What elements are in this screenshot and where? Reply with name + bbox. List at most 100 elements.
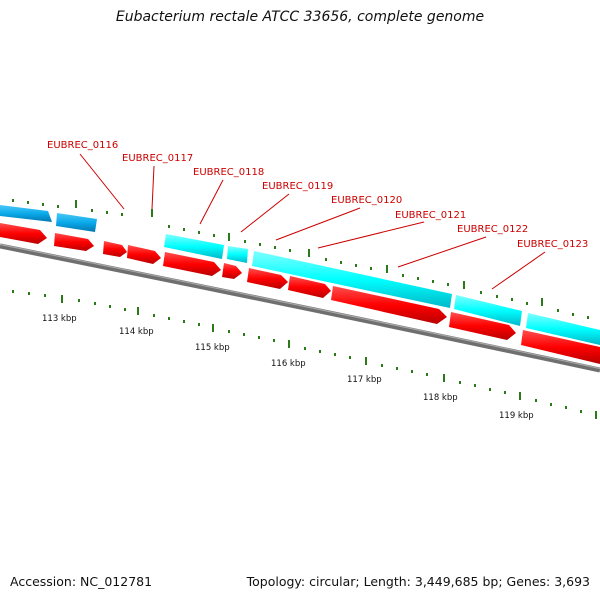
tick-mark: [526, 302, 528, 305]
tick-mark: [28, 292, 30, 295]
gene-arrow-7[interactable]: [247, 268, 288, 289]
tick-mark: [198, 323, 200, 326]
tick-mark: [42, 203, 44, 206]
tick-mark: [94, 302, 96, 305]
gene-arrow-5[interactable]: [163, 252, 221, 276]
gene-labels: EUBREC_0116 EUBREC_0117 EUBREC_0118 EUBR…: [47, 140, 588, 250]
tick-mark: [274, 246, 276, 249]
tick-mark: [121, 213, 123, 216]
tick-mark: [480, 291, 482, 294]
tick-mark: [504, 391, 506, 394]
tick-mark: [168, 317, 170, 320]
gene-label[interactable]: EUBREC_0121: [395, 210, 466, 221]
accession-text: Accession: NC_012781: [10, 574, 153, 589]
tick-mark: [572, 313, 574, 316]
gene-label[interactable]: EUBREC_0118: [193, 167, 264, 178]
tick-mark: [289, 249, 291, 252]
gene-arrow-9[interactable]: [331, 286, 447, 324]
gene-arrow-11[interactable]: [521, 330, 600, 364]
tick-mark: [12, 290, 14, 293]
leader-line: [397, 236, 487, 268]
tick-mark: [212, 324, 214, 332]
tick-mark: [511, 298, 513, 301]
tick-mark: [417, 277, 419, 280]
tick-mark: [228, 233, 230, 241]
tick-mark: [57, 205, 59, 208]
tick-mark: [587, 316, 589, 319]
gene-arrow-6[interactable]: [222, 263, 242, 279]
gene-blue-1[interactable]: [0, 205, 52, 222]
gene-arrow-4[interactable]: [127, 245, 161, 264]
genome-title: Eubacterium rectale ATCC 33656, complete…: [115, 9, 485, 25]
tick-mark: [27, 201, 29, 204]
tick-mark: [365, 357, 367, 365]
leader-line: [151, 165, 155, 210]
kbp-label: 117 kbp: [347, 375, 382, 385]
tick-mark: [355, 264, 357, 267]
tick-mark: [349, 356, 351, 359]
gene-label[interactable]: EUBREC_0122: [457, 224, 528, 235]
tick-mark: [565, 406, 567, 409]
kbp-label: 116 kbp: [271, 359, 306, 369]
tick-mark: [426, 373, 428, 376]
tick-mark: [447, 283, 449, 286]
tick-mark: [243, 333, 245, 336]
tick-mark: [595, 411, 597, 419]
tick-mark: [198, 231, 200, 234]
gene-cyan-5[interactable]: [526, 313, 600, 345]
leader-line: [199, 179, 224, 225]
gene-arrow-2[interactable]: [54, 233, 94, 251]
tick-mark: [370, 267, 372, 270]
tick-mark: [213, 234, 215, 237]
lower-tick-row: [12, 290, 597, 419]
kbp-labels: 113 kbp 114 kbp 115 kbp 116 kbp 117 kbp …: [42, 314, 534, 421]
tick-mark: [106, 211, 108, 214]
tick-mark: [396, 367, 398, 370]
gene-label[interactable]: EUBREC_0117: [122, 153, 193, 164]
gene-blue-2[interactable]: [56, 213, 97, 232]
tick-mark: [519, 392, 521, 400]
gene-label[interactable]: EUBREC_0119: [262, 181, 333, 192]
tick-mark: [244, 240, 246, 243]
tick-mark: [334, 353, 336, 356]
tick-mark: [151, 209, 153, 217]
gene-cyan-1[interactable]: [164, 234, 224, 259]
gene-arrow-10[interactable]: [449, 312, 516, 340]
tick-mark: [325, 258, 327, 261]
tick-mark: [402, 274, 404, 277]
gene-cyan-4[interactable]: [454, 295, 522, 326]
tick-mark: [183, 320, 185, 323]
tick-mark: [137, 307, 139, 315]
tick-mark: [340, 261, 342, 264]
gene-arrow-3[interactable]: [103, 241, 127, 257]
tick-mark: [91, 209, 93, 212]
gene-arrow-8[interactable]: [288, 276, 331, 298]
leader-line: [275, 207, 361, 241]
genome-backbone: [0, 243, 600, 373]
tick-mark: [12, 199, 14, 202]
gene-cyan-2[interactable]: [227, 246, 248, 263]
gene-label[interactable]: EUBREC_0120: [331, 195, 402, 206]
leader-line: [79, 153, 125, 210]
gene-cyan-3[interactable]: [252, 251, 452, 308]
tick-mark: [44, 294, 46, 297]
genome-summary-text: Topology: circular; Length: 3,449,685 bp…: [246, 574, 590, 589]
tick-mark: [308, 249, 310, 257]
gene-label[interactable]: EUBREC_0123: [517, 239, 588, 250]
tick-mark: [386, 265, 388, 273]
genome-backbone-highlight: [0, 243, 600, 370]
leader-line: [317, 221, 425, 249]
upper-tick-row: [12, 199, 589, 319]
tick-mark: [432, 280, 434, 283]
tick-mark: [459, 381, 461, 384]
tick-mark: [153, 314, 155, 317]
tick-mark: [489, 388, 491, 391]
kbp-label: 114 kbp: [119, 327, 154, 337]
tick-mark: [550, 403, 552, 406]
gene-label[interactable]: EUBREC_0116: [47, 140, 118, 151]
gene-arrow-1[interactable]: [0, 223, 47, 244]
kbp-label: 115 kbp: [195, 343, 230, 353]
tick-mark: [78, 299, 80, 302]
leader-line: [240, 193, 290, 233]
